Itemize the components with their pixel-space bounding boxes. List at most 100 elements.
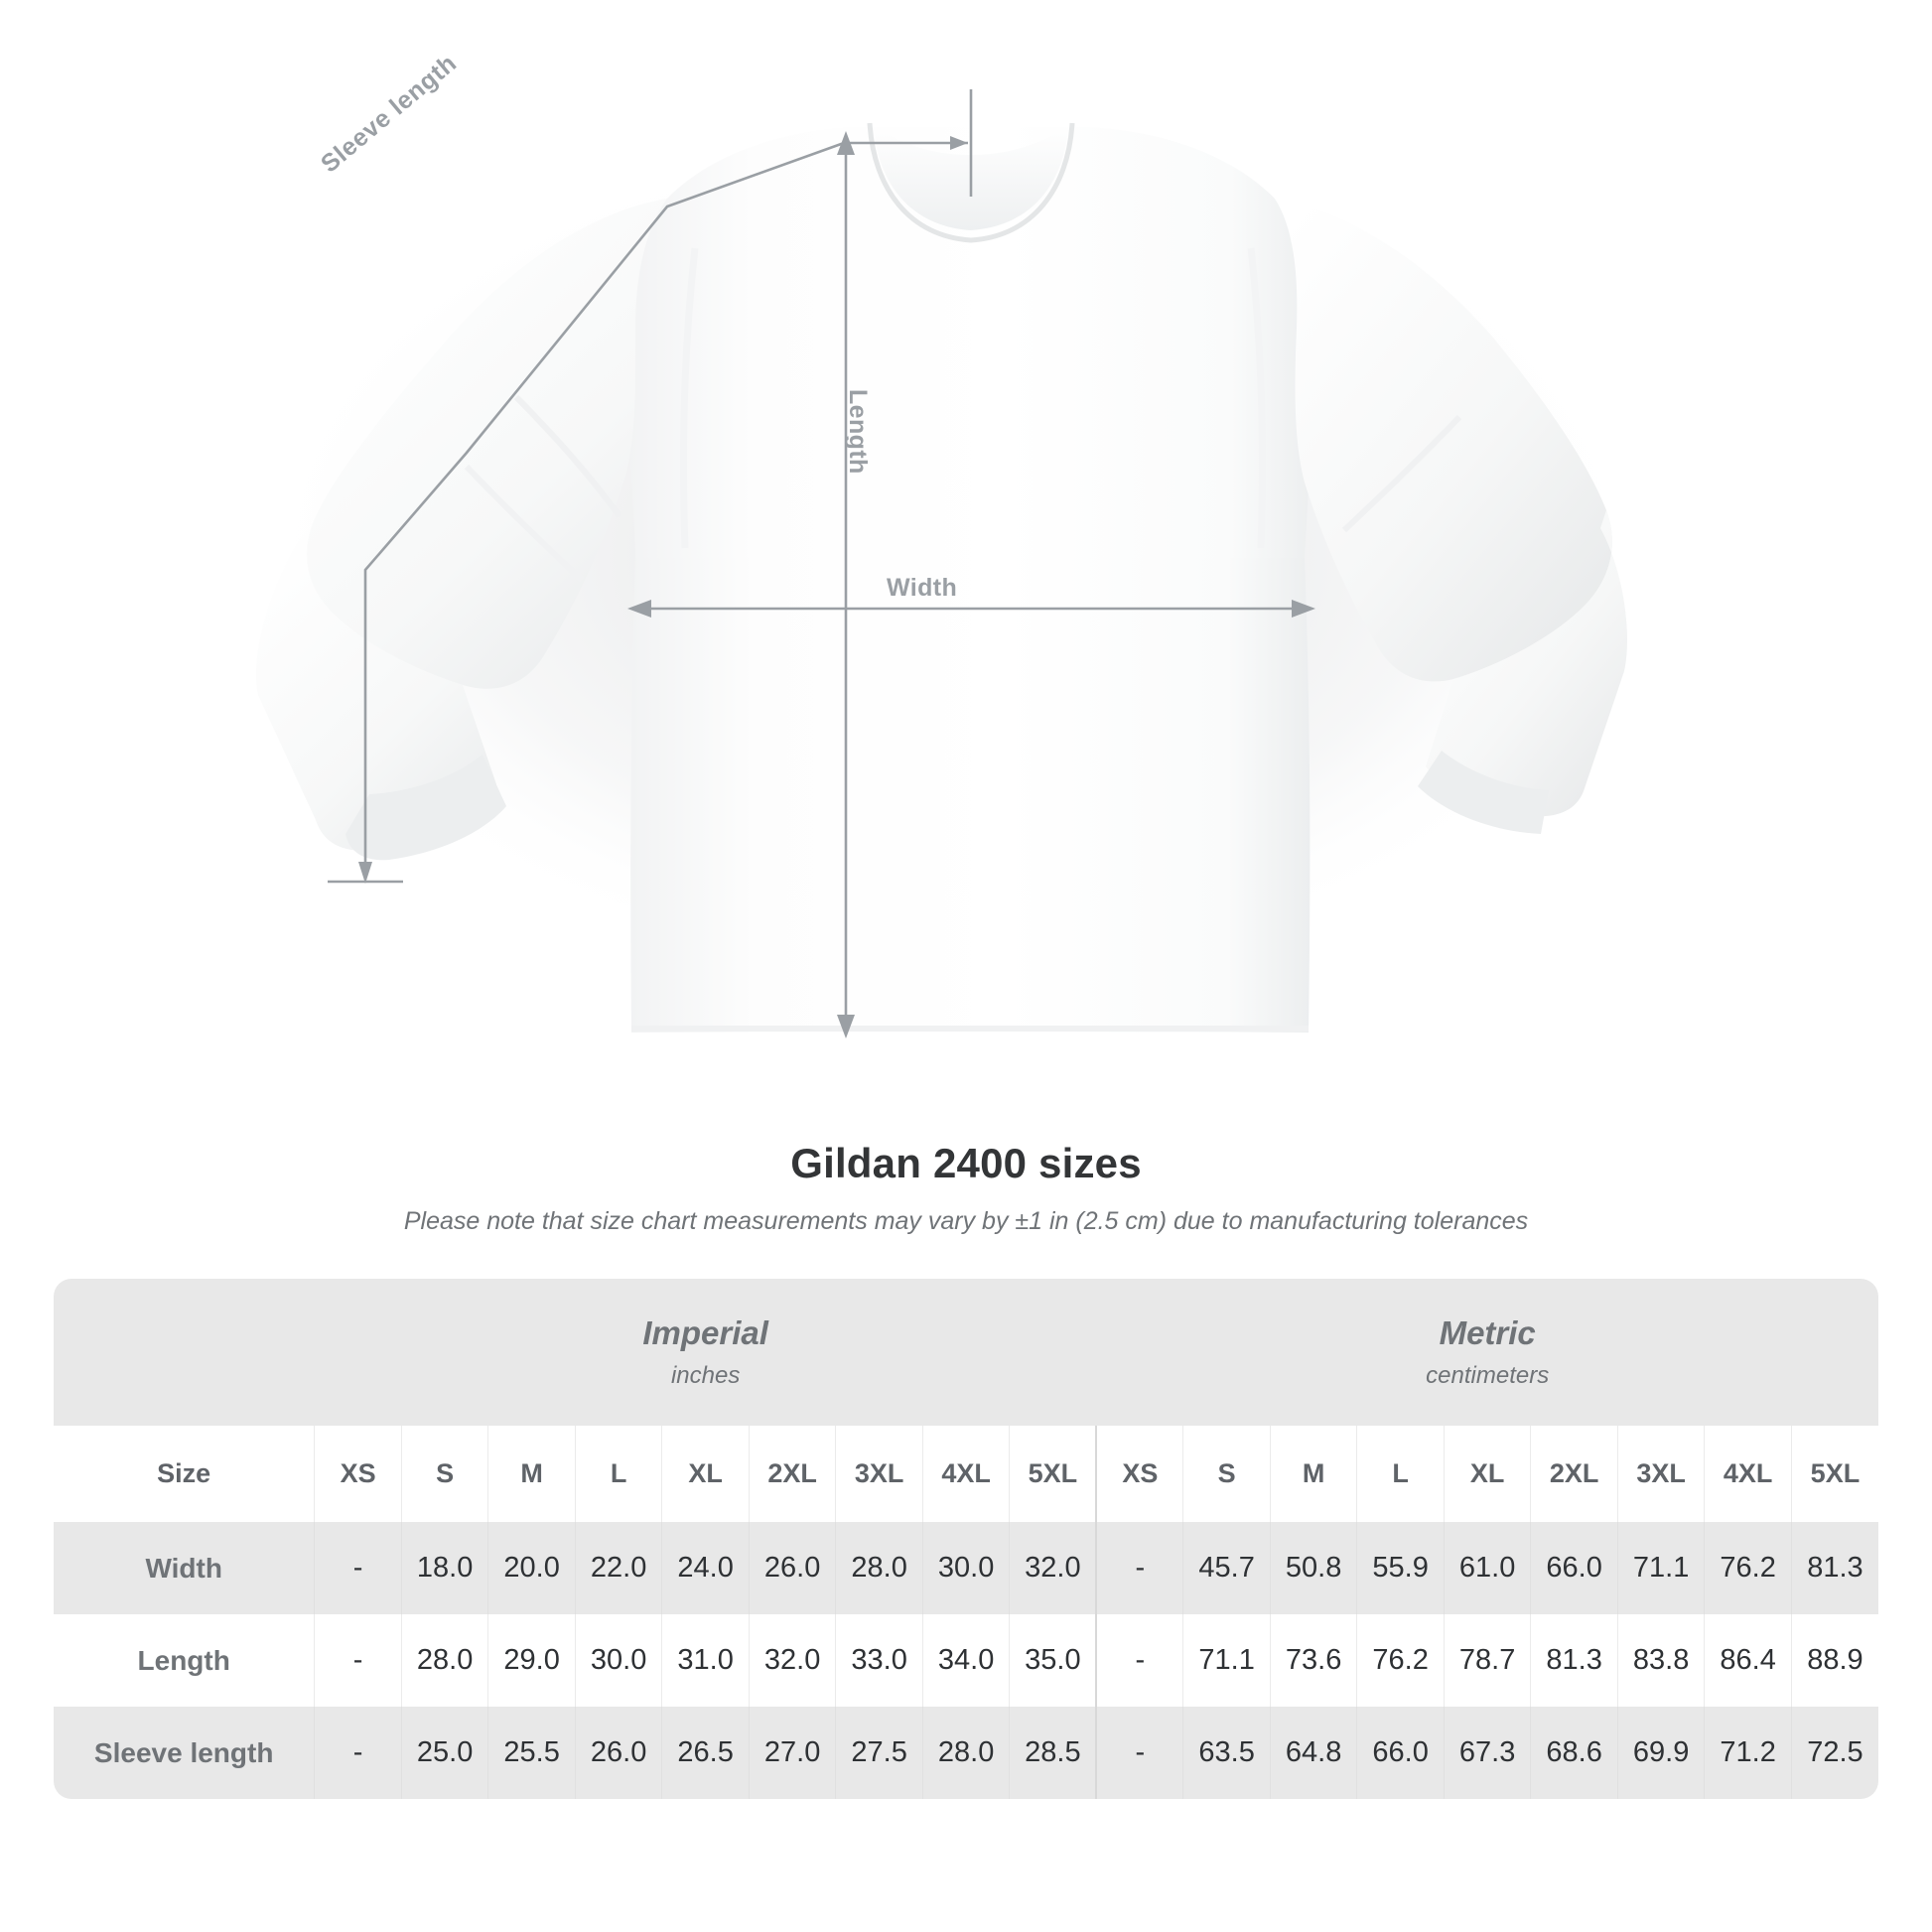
measure-label-length: Length — [54, 1614, 315, 1707]
size-header-imperial-3xl: 3XL — [835, 1426, 923, 1522]
cell-length-imperial-5xl: 35.0 — [1009, 1614, 1097, 1707]
cell-length-imperial-xl: 31.0 — [661, 1614, 750, 1707]
cell-sleeve-length-metric-s: 63.5 — [1182, 1707, 1271, 1799]
garment-diagram: Sleeve length Length Width — [255, 49, 1648, 1038]
cell-width-imperial-xs: - — [314, 1522, 402, 1614]
unit-group-imperial: Imperial inches — [314, 1279, 1097, 1426]
size-header-imperial-4xl: 4XL — [921, 1426, 1010, 1522]
size-column-header: Size — [54, 1426, 315, 1522]
cell-width-imperial-l: 22.0 — [574, 1522, 662, 1614]
cell-width-metric-s: 45.7 — [1182, 1522, 1271, 1614]
size-header-metric-m: M — [1269, 1426, 1357, 1522]
size-header-metric-3xl: 3XL — [1616, 1426, 1705, 1522]
size-header-imperial-m: M — [487, 1426, 576, 1522]
cell-length-metric-l: 76.2 — [1356, 1614, 1445, 1707]
size-header-metric-s: S — [1182, 1426, 1271, 1522]
size-header-imperial-xl: XL — [661, 1426, 750, 1522]
unit-group-sublabel: centimeters — [1426, 1362, 1550, 1389]
cell-length-metric-m: 73.6 — [1269, 1614, 1357, 1707]
sleeve-length-dimension — [328, 89, 973, 884]
size-header-metric-xl: XL — [1443, 1426, 1531, 1522]
unit-group-name: Imperial — [642, 1314, 768, 1351]
length-dimension — [837, 131, 855, 1038]
cell-sleeve-length-imperial-m: 25.5 — [487, 1707, 576, 1799]
width-dimension — [627, 600, 1315, 618]
cell-length-metric-5xl: 88.9 — [1790, 1614, 1878, 1707]
cell-sleeve-length-imperial-xs: - — [314, 1707, 402, 1799]
size-header-imperial-xs: XS — [314, 1426, 402, 1522]
cell-width-imperial-xl: 24.0 — [661, 1522, 750, 1614]
cell-length-imperial-xs: - — [314, 1614, 402, 1707]
cell-length-metric-xs: - — [1095, 1614, 1183, 1707]
cell-width-metric-xl: 61.0 — [1443, 1522, 1531, 1614]
unit-header-spacer — [54, 1279, 315, 1426]
page-title: Gildan 2400 sizes — [790, 1140, 1142, 1186]
unit-group-name: Metric — [1439, 1314, 1536, 1351]
cell-sleeve-length-imperial-2xl: 27.0 — [748, 1707, 836, 1799]
width-label: Width — [887, 574, 958, 602]
cell-width-imperial-4xl: 30.0 — [921, 1522, 1010, 1614]
size-header-metric-2xl: 2XL — [1530, 1426, 1618, 1522]
cell-length-metric-4xl: 86.4 — [1704, 1614, 1792, 1707]
size-header-metric-xs: XS — [1095, 1426, 1183, 1522]
cell-length-metric-s: 71.1 — [1182, 1614, 1271, 1707]
size-header-imperial-5xl: 5XL — [1009, 1426, 1097, 1522]
cell-length-metric-3xl: 83.8 — [1616, 1614, 1705, 1707]
cell-width-metric-l: 55.9 — [1356, 1522, 1445, 1614]
measure-label-sleeve-length: Sleeve length — [54, 1707, 315, 1799]
cell-width-imperial-3xl: 28.0 — [835, 1522, 923, 1614]
cell-sleeve-length-metric-l: 66.0 — [1356, 1707, 1445, 1799]
size-header-imperial-2xl: 2XL — [748, 1426, 836, 1522]
cell-width-metric-m: 50.8 — [1269, 1522, 1357, 1614]
cell-width-metric-xs: - — [1095, 1522, 1183, 1614]
cell-sleeve-length-imperial-l: 26.0 — [574, 1707, 662, 1799]
cell-width-metric-4xl: 76.2 — [1704, 1522, 1792, 1614]
cell-width-imperial-m: 20.0 — [487, 1522, 576, 1614]
cell-sleeve-length-imperial-5xl: 28.5 — [1009, 1707, 1097, 1799]
cell-length-imperial-l: 30.0 — [574, 1614, 662, 1707]
size-chart-table-wrapper: Imperial inches Metric centimeters Size XS S M L… — [54, 1279, 1878, 1799]
cell-sleeve-length-metric-4xl: 71.2 — [1704, 1707, 1792, 1799]
cell-sleeve-length-metric-m: 64.8 — [1269, 1707, 1357, 1799]
size-header-imperial-s: S — [400, 1426, 488, 1522]
cell-length-imperial-3xl: 33.0 — [835, 1614, 923, 1707]
cell-sleeve-length-imperial-xl: 26.5 — [661, 1707, 750, 1799]
cell-sleeve-length-metric-5xl: 72.5 — [1790, 1707, 1878, 1799]
length-label: Length — [844, 389, 872, 475]
cell-width-imperial-s: 18.0 — [400, 1522, 488, 1614]
size-chart-table: Imperial inches Metric centimeters Size XS S M L… — [54, 1279, 1878, 1799]
cell-sleeve-length-metric-xs: - — [1095, 1707, 1183, 1799]
cell-sleeve-length-metric-xl: 67.3 — [1443, 1707, 1531, 1799]
table-row: Sleeve length -25.0 25.5 26.0 26.5 27.0 27.5 28… — [54, 1707, 1878, 1799]
size-header-metric-4xl: 4XL — [1704, 1426, 1792, 1522]
cell-sleeve-length-imperial-s: 25.0 — [400, 1707, 488, 1799]
cell-length-metric-xl: 78.7 — [1443, 1614, 1531, 1707]
cell-width-metric-3xl: 71.1 — [1616, 1522, 1705, 1614]
dimension-lines — [328, 89, 1315, 1038]
tolerance-note: Please note that size chart measurements… — [403, 1207, 1529, 1235]
cell-length-imperial-2xl: 32.0 — [748, 1614, 836, 1707]
garment-illustration — [255, 89, 1648, 1038]
title-block: Gildan 2400 sizes Please note that size … — [0, 1140, 1932, 1236]
cell-length-imperial-m: 29.0 — [487, 1614, 576, 1707]
cell-sleeve-length-metric-2xl: 68.6 — [1530, 1707, 1618, 1799]
cell-width-metric-2xl: 66.0 — [1530, 1522, 1618, 1614]
size-header-imperial-l: L — [574, 1426, 662, 1522]
cell-sleeve-length-imperial-3xl: 27.5 — [835, 1707, 923, 1799]
unit-group-metric: Metric centimeters — [1096, 1279, 1878, 1426]
cell-width-metric-5xl: 81.3 — [1790, 1522, 1878, 1614]
cell-sleeve-length-imperial-4xl: 28.0 — [921, 1707, 1010, 1799]
cell-width-imperial-5xl: 32.0 — [1009, 1522, 1097, 1614]
table-row: Width -18.0 20.0 22.0 24.0 26.0 28.0 30.0 32.0-4… — [54, 1522, 1878, 1614]
size-header-metric-5xl: 5XL — [1790, 1426, 1878, 1522]
table-row: Length -28.0 29.0 30.0 31.0 32.0 33.0 34.0 35.0-… — [54, 1614, 1878, 1707]
unit-group-header-row: Imperial inches Metric centimeters — [54, 1279, 1878, 1426]
unit-group-sublabel: inches — [670, 1362, 741, 1389]
measure-label-width: Width — [54, 1522, 315, 1614]
cell-length-metric-2xl: 81.3 — [1530, 1614, 1618, 1707]
cell-sleeve-length-metric-3xl: 69.9 — [1616, 1707, 1705, 1799]
size-header-row: Size XS S M L XL 2XL 3XL 4XL 5XL XS S M L XL 2XL 3XL 4XL 5… — [54, 1426, 1878, 1522]
cell-length-imperial-s: 28.0 — [400, 1614, 488, 1707]
size-header-metric-l: L — [1356, 1426, 1445, 1522]
